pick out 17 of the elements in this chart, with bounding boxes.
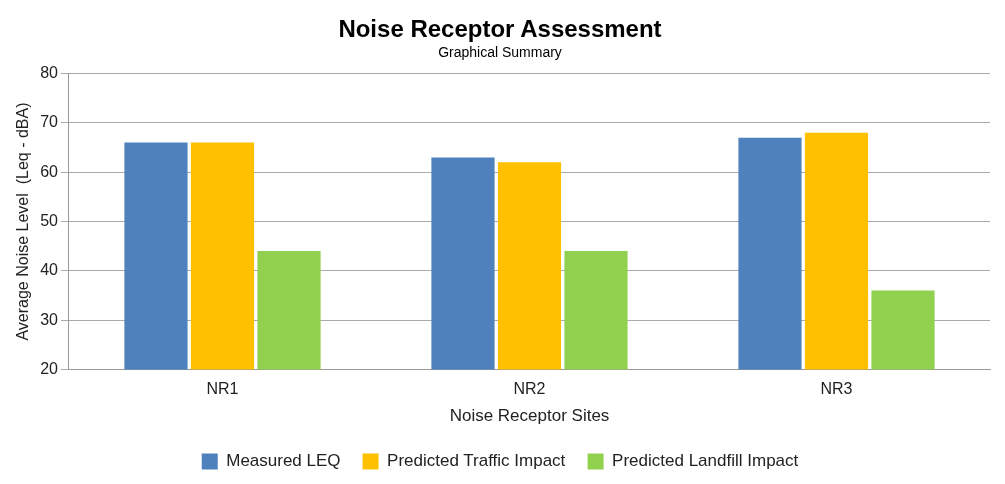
x-tick-label: NR1 [206, 380, 239, 398]
x-axis-title: Noise Receptor Sites [449, 406, 610, 426]
y-tick-label: 80 [40, 64, 59, 82]
y-tick-label: 50 [40, 211, 59, 229]
legend-label: Measured LEQ [226, 451, 341, 471]
legend-label: Predicted Traffic Impact [387, 451, 566, 471]
y-tick-label: 40 [40, 261, 59, 279]
y-tick-label: 70 [40, 113, 59, 131]
y-axis-title: Average Noise Level (Leq - dBA) [14, 102, 32, 341]
chart-title: Noise Receptor Assessment [338, 15, 662, 43]
chart-subtitle: Graphical Summary [438, 44, 562, 61]
y-tick-label: 20 [40, 359, 59, 377]
x-tick-label: NR3 [820, 380, 853, 398]
y-tick-label: 60 [40, 162, 59, 180]
x-tick-label: NR2 [513, 380, 546, 398]
legend-label: Predicted Landfill Impact [612, 451, 799, 471]
y-tick-label: 30 [40, 310, 59, 328]
